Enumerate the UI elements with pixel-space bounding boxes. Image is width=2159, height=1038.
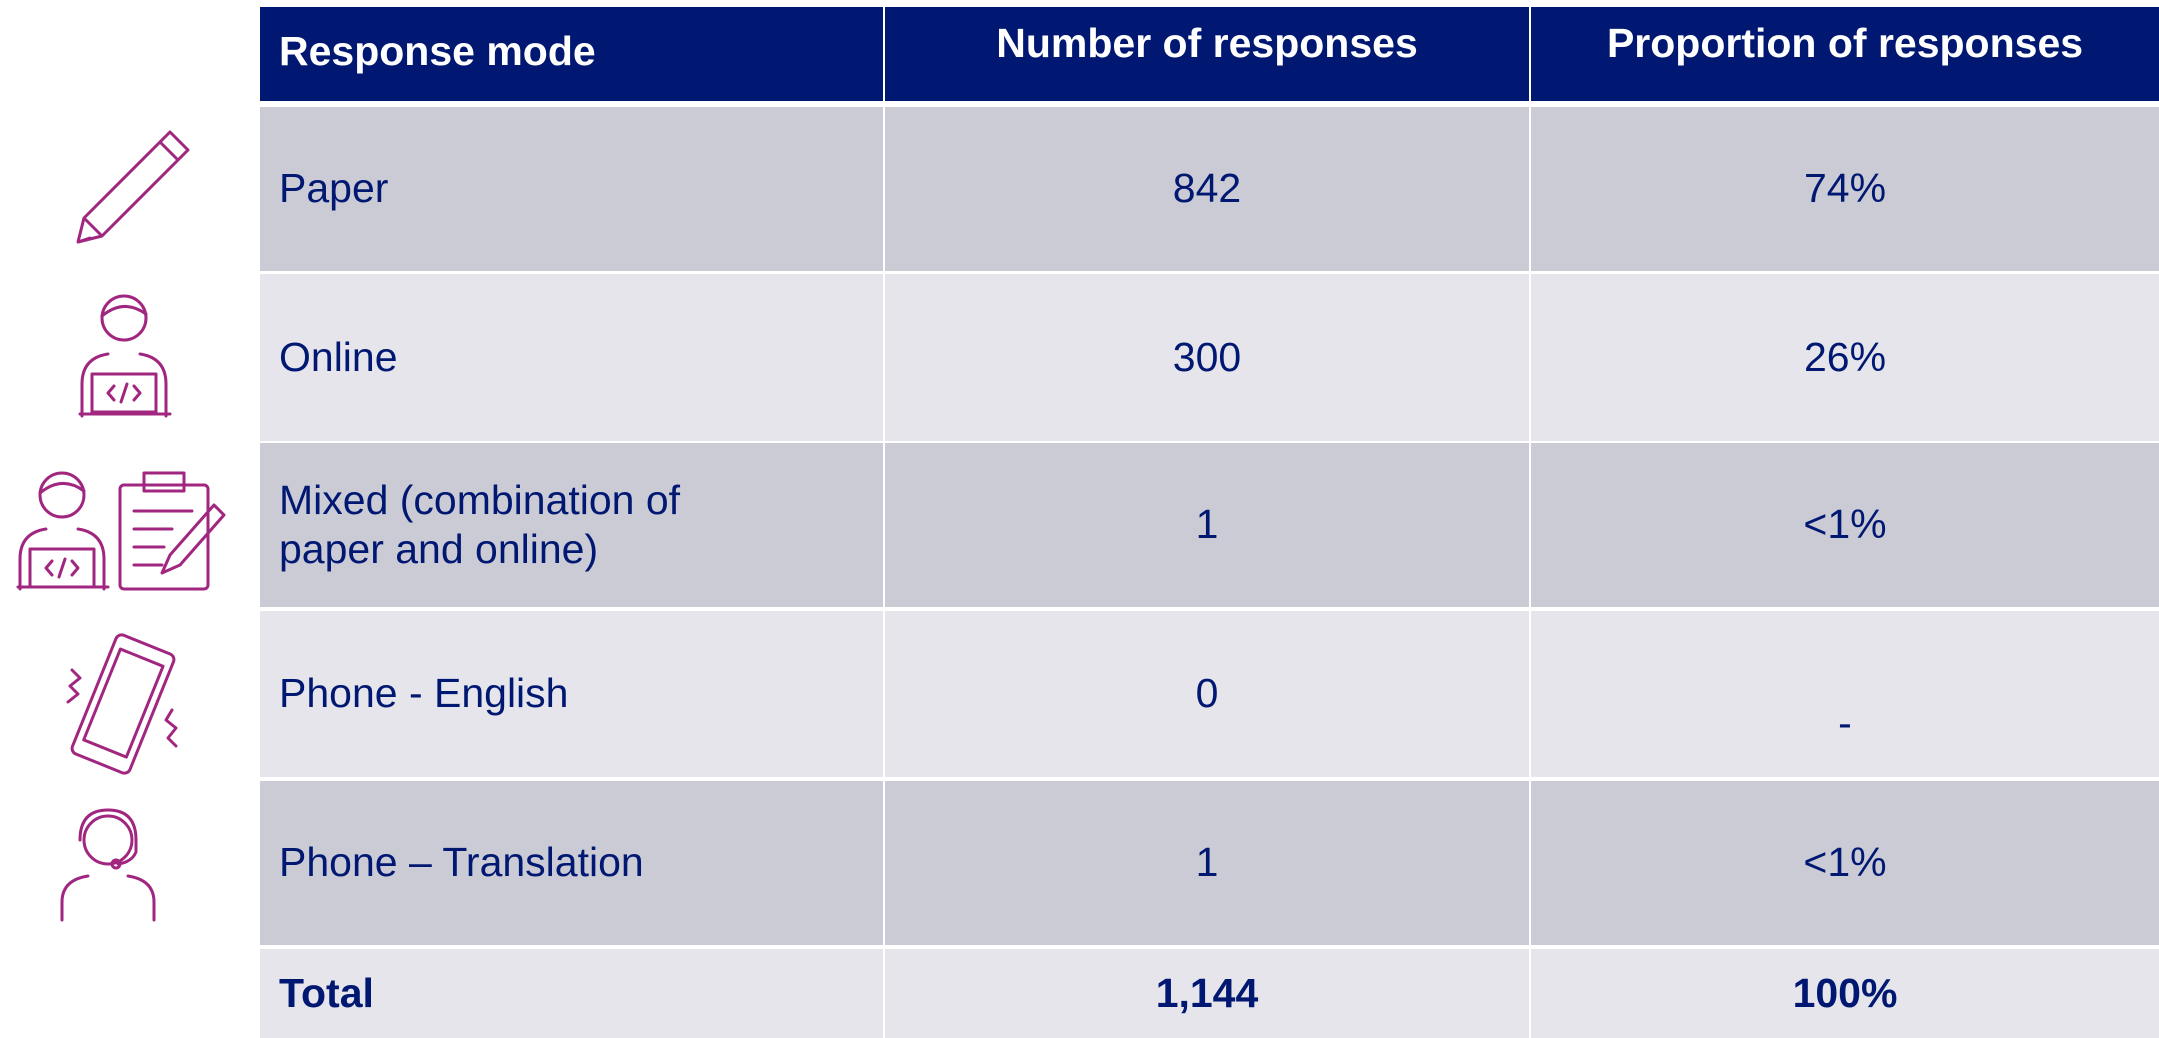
cell-text: - — [1838, 700, 1852, 747]
cell-text: 74% — [1803, 165, 1887, 212]
cell-text: Mixed (combination of paper and online) — [279, 476, 681, 572]
table-cell: Paper — [260, 107, 883, 271]
cell-text: 842 — [1172, 165, 1242, 212]
table-cell: 26% — [1531, 274, 2159, 441]
cell-text: Paper — [279, 165, 389, 212]
cell-text: Phone – Translation — [279, 839, 644, 886]
cell-text: Total — [279, 969, 374, 1016]
table-cell: 0 — [885, 611, 1529, 777]
pencil-icon — [76, 130, 190, 244]
online-icon — [78, 294, 172, 418]
cell-text: 26% — [1803, 333, 1887, 380]
table-cell: 100% — [1531, 949, 2159, 1038]
cell-text: 300 — [1172, 333, 1242, 380]
table-cell: 842 — [885, 107, 1529, 271]
header-cell: Number of responses — [885, 7, 1529, 101]
cell-text: Response mode — [279, 28, 596, 74]
cell-text: 1,144 — [1155, 969, 1259, 1016]
table-cell: <1% — [1531, 443, 2159, 607]
table-cell: 1,144 — [885, 949, 1529, 1038]
table-cell: 300 — [885, 274, 1529, 441]
table-cell: - — [1531, 611, 2159, 777]
cell-text: Number of responses — [996, 20, 1418, 66]
table-cell: 1 — [885, 443, 1529, 607]
table-cell: Phone – Translation — [260, 781, 883, 945]
table-cell: Total — [260, 949, 883, 1038]
cell-text: Phone - English — [279, 670, 569, 717]
table-cell: Online — [260, 274, 883, 441]
cell-text: 100% — [1792, 969, 1898, 1016]
cell-text: 1 — [1195, 839, 1219, 886]
header-cell: Proportion of responses — [1531, 7, 2159, 101]
cell-text: 0 — [1195, 670, 1219, 717]
phone-icon — [66, 633, 178, 775]
headset-icon — [60, 808, 156, 922]
table-cell: <1% — [1531, 781, 2159, 945]
cell-text: Proportion of responses — [1606, 20, 2084, 66]
cell-text: 1 — [1195, 501, 1219, 548]
mixed-icon — [16, 471, 226, 591]
header-cell: Response mode — [260, 7, 883, 101]
cell-text: <1% — [1803, 501, 1887, 548]
table-cell: 1 — [885, 781, 1529, 945]
table-cell: 74% — [1531, 107, 2159, 271]
table-cell: Phone - English — [260, 611, 883, 777]
cell-text: <1% — [1803, 839, 1887, 886]
cell-text: Online — [279, 333, 398, 380]
table-cell: Mixed (combination of paper and online) — [260, 443, 883, 607]
